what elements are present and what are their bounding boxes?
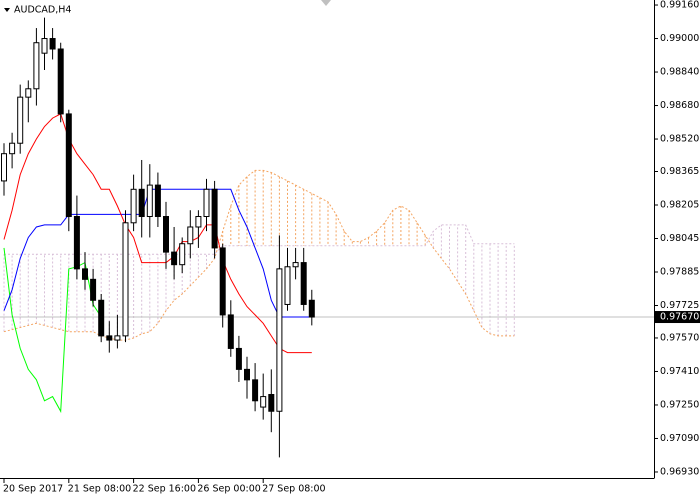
- span-b-line: [4, 224, 515, 255]
- y-tick-label: 0.97885: [660, 267, 699, 278]
- candle-body: [41, 38, 48, 54]
- y-tick-label: 0.98045: [660, 233, 699, 244]
- y-tick-label: 0.98365: [660, 166, 699, 177]
- candle-body: [227, 314, 234, 349]
- candle-body: [130, 188, 137, 224]
- current-price-label: 0.97670: [660, 312, 699, 323]
- candle-body: [187, 226, 194, 245]
- symbol-title: AUDCAD,H4: [14, 5, 71, 16]
- candle-body: [276, 268, 283, 412]
- candle-body: [260, 396, 267, 408]
- y-tick-label: 0.97410: [660, 366, 699, 377]
- candle-body: [244, 368, 250, 381]
- candle-body: [284, 266, 291, 305]
- candle-body: [235, 347, 242, 370]
- candle-body: [146, 184, 153, 218]
- candle-body: [308, 299, 315, 318]
- plot-layer: [0, 17, 654, 458]
- y-tick-label: 0.98680: [660, 100, 699, 111]
- candle-body: [9, 142, 16, 155]
- y-tick-label: 0.97570: [660, 332, 699, 343]
- shift-marker: [321, 0, 331, 6]
- candle-body: [154, 184, 161, 218]
- candle-body: [292, 262, 299, 268]
- candle-body: [33, 42, 40, 90]
- y-tick-label: 0.99160: [660, 0, 699, 11]
- tenkan-line: [3, 113, 312, 354]
- candle-body: [73, 216, 80, 270]
- candle-body: [203, 188, 210, 218]
- y-tick-label: 0.97090: [660, 433, 699, 444]
- y-tick-label: 0.97725: [660, 300, 699, 311]
- x-tick-label: 20 Sep 2017: [3, 484, 63, 495]
- candle-body: [90, 278, 97, 301]
- y-tick-label: 0.99000: [660, 33, 699, 44]
- candle-body: [219, 247, 226, 316]
- candle-body: [211, 188, 218, 249]
- x-tick-label: 27 Sep 08:00: [262, 484, 325, 495]
- candle-body: [138, 188, 145, 218]
- candle-body: [106, 335, 113, 341]
- candle-body: [122, 222, 129, 337]
- candle-body: [25, 88, 32, 98]
- candle-body: [17, 96, 24, 144]
- y-tick-label: 0.98520: [660, 134, 699, 145]
- menu-arrow: [4, 8, 10, 12]
- y-tick-label: 0.96930: [660, 466, 699, 477]
- candle-body: [49, 38, 56, 50]
- candle-body: [1, 153, 7, 182]
- x-tick-label: 26 Sep 00:00: [197, 484, 260, 495]
- candle-body: [268, 393, 275, 412]
- candle-body: [65, 113, 72, 218]
- current-price-box: [655, 311, 700, 324]
- x-tick-label: 22 Sep 16:00: [133, 484, 196, 495]
- candle-body: [171, 251, 178, 266]
- candle-body: [252, 379, 259, 402]
- candle-body: [300, 262, 307, 305]
- y-tick-label: 0.98205: [660, 199, 699, 210]
- y-tick-label: 0.98840: [660, 67, 699, 78]
- candle-body: [114, 335, 121, 341]
- candle-body: [163, 216, 169, 253]
- x-tick-label: 21 Sep 08:00: [68, 484, 131, 495]
- candle-body: [98, 299, 105, 337]
- candle-body: [179, 243, 186, 266]
- candle-body: [82, 268, 88, 280]
- y-tick-label: 0.97250: [660, 399, 699, 410]
- candle-body: [57, 48, 64, 115]
- span-a-line: [3, 169, 515, 341]
- candle-body: [195, 216, 202, 228]
